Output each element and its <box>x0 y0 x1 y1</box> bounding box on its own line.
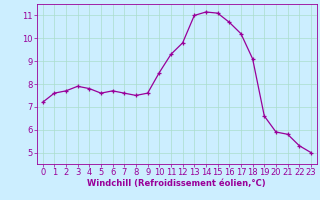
X-axis label: Windchill (Refroidissement éolien,°C): Windchill (Refroidissement éolien,°C) <box>87 179 266 188</box>
